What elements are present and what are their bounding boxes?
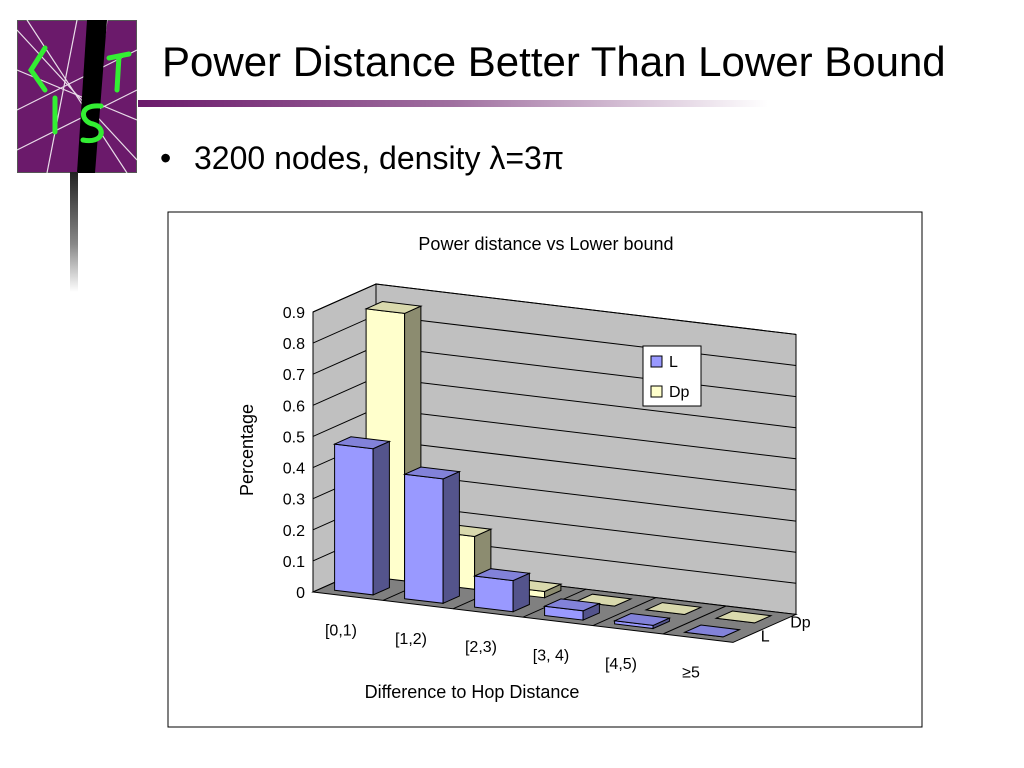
y-tick-label: 0.5 <box>283 429 305 446</box>
bar-front <box>334 443 374 596</box>
legend: L Dp <box>642 345 702 407</box>
y-tick-label: 0.6 <box>283 398 305 415</box>
y-tick-label: 0.9 <box>283 305 305 322</box>
bar-front <box>474 575 514 613</box>
bar-top <box>542 598 602 612</box>
bar-l-2 <box>472 568 532 613</box>
x-tick-label: ≥5 <box>682 664 700 681</box>
y-tick-label: 0.2 <box>283 523 305 540</box>
y-axis-label: Percentage <box>237 404 257 496</box>
title-underline <box>138 100 768 107</box>
y-tick-label: 0.4 <box>283 461 305 478</box>
bar-l-4 <box>612 612 672 630</box>
y-tick-label: 0.8 <box>283 336 305 353</box>
slide-title: Power Distance Better Than Lower Bound <box>162 38 946 85</box>
bar-top <box>714 610 773 624</box>
y-tick-label: 0 <box>296 585 305 602</box>
bullet-text: 3200 nodes, density λ=3π <box>194 140 564 176</box>
y-tick-label: 0.7 <box>283 367 305 384</box>
bar-top <box>364 300 423 314</box>
bar-l-0 <box>332 436 392 596</box>
chart-title: Power distance vs Lower bound <box>418 234 673 254</box>
bar-side <box>442 470 460 605</box>
bar-top <box>472 568 532 582</box>
bar-top <box>682 624 742 638</box>
depth-label-dp: Dp <box>790 614 811 631</box>
gridline <box>312 283 797 335</box>
bullet-item: • 3200 nodes, density λ=3π <box>160 140 564 177</box>
x-tick-label: [1,2) <box>395 631 427 648</box>
x-tick-label: [2,3) <box>465 639 497 656</box>
legend-swatch-l <box>650 355 663 368</box>
bar-dp-4 <box>644 602 703 616</box>
x-tick-label: [3, 4) <box>533 648 569 665</box>
legend-label-dp: Dp <box>669 384 690 401</box>
x-tick-label: [0,1) <box>325 622 357 639</box>
floor-divider <box>662 605 727 635</box>
institution-logo <box>17 20 137 173</box>
bar-top <box>402 466 462 480</box>
bar-side <box>372 440 390 596</box>
x-axis-label: Difference to Hop Distance <box>365 682 580 702</box>
bar-dp-5 <box>714 610 773 624</box>
bar-l-3 <box>542 598 602 621</box>
bar-top <box>612 612 672 626</box>
bar-front <box>404 473 444 604</box>
legend-swatch-dp <box>650 385 663 398</box>
bar-top <box>332 436 392 450</box>
bar-l-5 <box>682 624 742 638</box>
floor-divider <box>592 597 657 627</box>
legend-label-l: L <box>669 354 678 371</box>
x-tick-label: [4,5) <box>605 656 637 673</box>
logo-bar <box>70 172 78 292</box>
depth-label-l: L <box>761 628 770 645</box>
bar-top <box>644 602 703 616</box>
y-tick-label: 0.1 <box>283 554 305 571</box>
bar-l-1 <box>402 466 462 605</box>
y-tick-label: 0.3 <box>283 492 305 509</box>
bullet-marker: • <box>160 140 172 176</box>
